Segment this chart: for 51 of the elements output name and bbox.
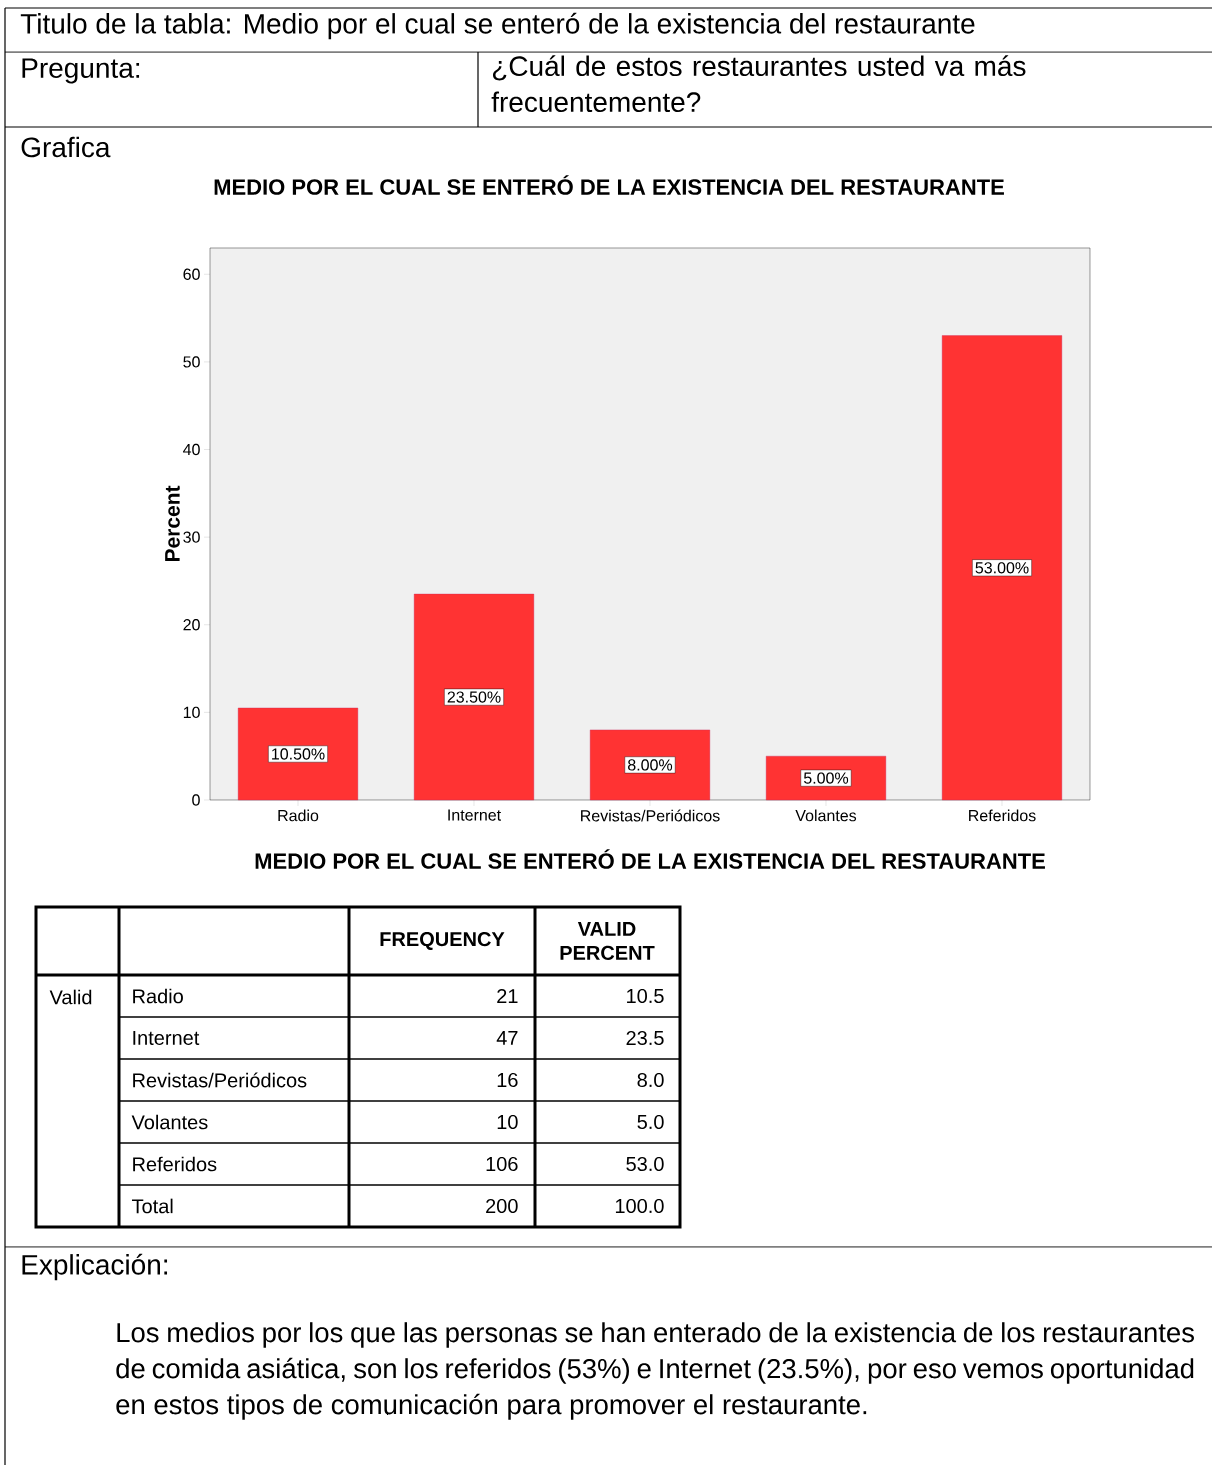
text: 21 (497, 989, 518, 1003)
text: Total (131, 1198, 173, 1214)
text: Los medios por los que las personas se han enterado de la existencia de los restaurantes de comida asiática, son los referidos (53%) e Internet (23.5%), por eso vemos oportunidad en estos tipos de comunicación para promover el restaurante. (116, 1322, 1194, 1420)
text: Valid (49, 989, 92, 1005)
text: Pregunta: (22, 58, 140, 84)
text: 10 (497, 1114, 518, 1130)
x-axis-title: MEDIO POR EL CUAL SE ENTERÓ DE LA EXISTENCIA DEL RESTAURANTE (255, 849, 1045, 869)
bar (237, 707, 359, 801)
text: Revistas/Periódicos (133, 1072, 307, 1088)
text: 5.0 (637, 1114, 664, 1130)
data-label: 23.50% (447, 691, 501, 703)
text: ¿Cuál de estos restaurantes usted va más frecuentemente? (491, 55, 1026, 113)
y-tick-label: 30 (183, 531, 200, 543)
data-label: 5.00% (803, 772, 849, 784)
text: 23.5 (626, 1030, 664, 1046)
text: Radio (133, 988, 183, 1004)
bar (941, 335, 1063, 801)
bar (413, 593, 535, 801)
text: 100.0 (615, 1198, 664, 1214)
x-tick-label: Radio (278, 809, 319, 822)
text: Referidos (133, 1156, 217, 1172)
text: 8.0 (637, 1072, 664, 1088)
text: 10.5 (627, 988, 664, 1004)
y-axis-title: Percent (165, 485, 180, 562)
text: Grafica (21, 136, 111, 158)
y-tick-label: 50 (183, 356, 200, 368)
text: 106 (486, 1156, 518, 1172)
text: VALID PERCENT (560, 922, 655, 960)
y-tick-label: 40 (183, 443, 200, 456)
x-tick-label: Internet (448, 809, 502, 821)
text: 47 (496, 1031, 518, 1045)
text: 200 (486, 1198, 518, 1214)
bar (589, 729, 711, 801)
text: Titulo de la tabla: Medio por el cual se enteró de la existencia del restaurante (20, 12, 975, 40)
data-label: 10.50% (272, 748, 325, 760)
x-tick-label: Referidos (969, 809, 1036, 822)
text: 16 (497, 1072, 518, 1088)
x-tick-label: Volantes (795, 809, 857, 822)
text: Volantes (131, 1114, 208, 1130)
y-tick-label: 60 (183, 268, 200, 280)
y-tick-label: 10 (183, 706, 200, 719)
text: 53.0 (626, 1156, 664, 1172)
data-label: 8.00% (628, 759, 673, 771)
y-tick-label: 0 (192, 794, 200, 806)
data-label: 53.00% (975, 562, 1029, 574)
x-tick-label: Revistas/Periódicos (581, 809, 720, 822)
chart-title: MEDIO POR EL CUAL SE ENTERÓ DE LA EXISTENCIA DEL RESTAURANTE (214, 175, 1004, 195)
text: Explicación: (22, 1253, 168, 1281)
text: FREQUENCY (380, 932, 505, 950)
y-tick-label: 20 (183, 619, 200, 631)
text: Internet (133, 1031, 200, 1045)
